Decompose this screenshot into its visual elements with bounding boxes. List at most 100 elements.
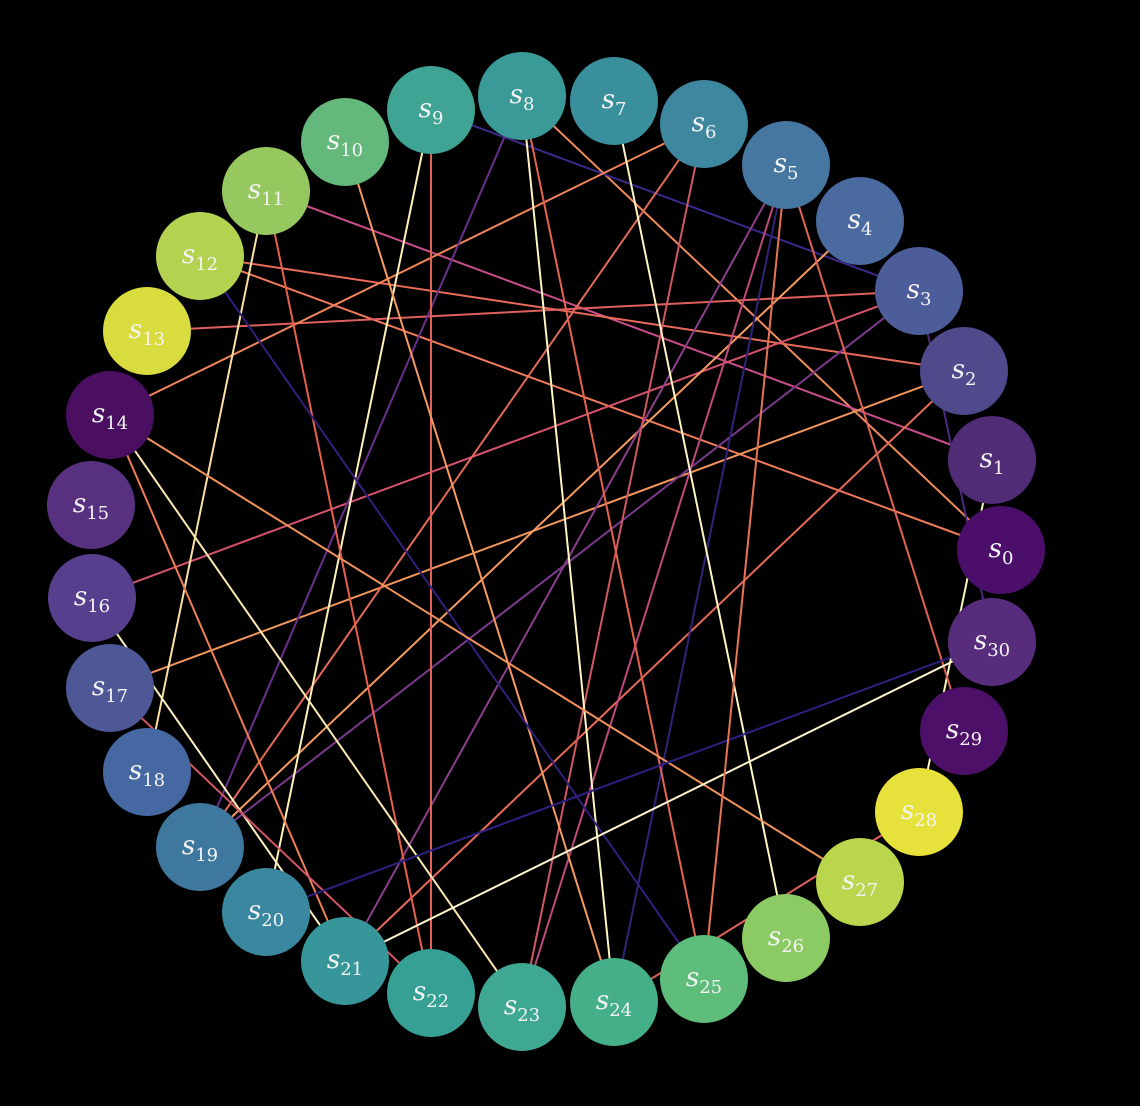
node-s28: s28 [875,768,963,856]
node-label-index: 26 [781,936,804,957]
node-circle [156,803,244,891]
node-circle [742,121,830,209]
node-label-index: 16 [87,596,110,617]
node-s30: s30 [948,598,1036,686]
node-label-index: 8 [523,94,534,115]
node-circle [816,177,904,265]
node-label-letter: s [92,672,105,702]
node-circle [742,894,830,982]
node-label: s8 [510,80,535,115]
node-circle [301,917,389,1005]
node-label: s1 [980,444,1005,479]
node-circle [816,838,904,926]
node-s22: s22 [387,949,475,1037]
node-label: s11 [248,175,284,210]
node-label: s23 [504,991,540,1026]
node-label-index: 13 [142,329,165,350]
node-label-index: 29 [959,729,982,750]
node-label-index: 19 [195,845,218,866]
node-label: s20 [248,896,284,931]
node-label: s27 [842,866,878,901]
edge-s2-s12 [199,255,965,372]
node-label-index: 27 [855,880,878,901]
node-label-index: 5 [787,163,798,184]
node-circle [957,506,1045,594]
node-label-index: 15 [86,503,109,524]
node-label-index: 3 [920,289,931,310]
node-label-letter: s [74,582,87,612]
node-circle [478,52,566,140]
node-s11: s11 [222,147,310,235]
node-circle [875,247,963,335]
node-label-letter: s [248,896,261,926]
edge-s14-s21 [109,414,346,962]
edge-s3-s13 [146,290,920,332]
node-label-index: 30 [987,640,1010,661]
node-label-letter: s [413,977,426,1007]
node-label-letter: s [686,963,699,993]
edge-s20-s30 [265,641,993,913]
node-label-index: 20 [261,910,284,931]
node-circle [156,212,244,300]
edge-s0-s8 [521,95,1002,551]
node-label-index: 4 [861,219,872,240]
node-label-index: 6 [705,122,716,143]
node-label-index: 7 [615,99,626,120]
edge-s11-s22 [265,190,432,994]
node-s20: s20 [222,868,310,956]
node-label-letter: s [774,149,787,179]
node-circle [301,98,389,186]
edge-s5-s23 [521,164,787,1008]
node-circle [103,728,191,816]
edge-s3-s16 [91,290,920,599]
node-circle [66,644,154,732]
node-label: s17 [92,672,128,707]
node-label-letter: s [848,205,861,235]
node-label: s18 [129,756,165,791]
node-label: s24 [596,986,632,1021]
node-circle [48,554,136,642]
node-circle [66,371,154,459]
node-s19: s19 [156,803,244,891]
node-circle [387,949,475,1037]
edge-s1-s11 [265,190,993,461]
node-s24: s24 [570,958,658,1046]
node-label-letter: s [327,126,340,156]
edge-s14-s27 [109,414,861,883]
node-label-letter: s [327,945,340,975]
node-label-letter: s [946,715,959,745]
node-label-letter: s [504,991,517,1021]
node-s26: s26 [742,894,830,982]
node-s18: s18 [103,728,191,816]
node-s12: s12 [156,212,244,300]
node-label-letter: s [73,489,86,519]
node-s21: s21 [301,917,389,1005]
node-label-index: 10 [340,140,363,161]
node-s29: s29 [920,687,1008,775]
node-label-letter: s [129,315,142,345]
node-circle [948,416,1036,504]
node-label-index: 24 [609,1000,632,1021]
node-s10: s10 [301,98,389,186]
edge-s12-s25 [199,255,705,980]
node-label-index: 22 [426,991,449,1012]
node-s7: s7 [570,57,658,145]
node-label-letter: s [974,626,987,656]
node-circle [47,461,135,549]
node-s25: s25 [660,935,748,1023]
edge-s8-s19 [199,95,523,848]
node-layer: s0s1s2s3s4s5s6s7s8s9s10s11s12s13s14s15s1… [47,52,1045,1051]
node-label: s10 [327,126,363,161]
node-s17: s17 [66,644,154,732]
node-label-letter: s [92,399,105,429]
node-circle [875,768,963,856]
node-label-letter: s [980,444,993,474]
node-s13: s13 [103,287,191,375]
node-label-index: 21 [340,959,363,980]
node-label: s26 [768,922,804,957]
node-label-letter: s [602,85,615,115]
node-label-letter: s [182,831,195,861]
node-label: s15 [73,489,109,524]
edge-s5-s29 [785,164,965,732]
